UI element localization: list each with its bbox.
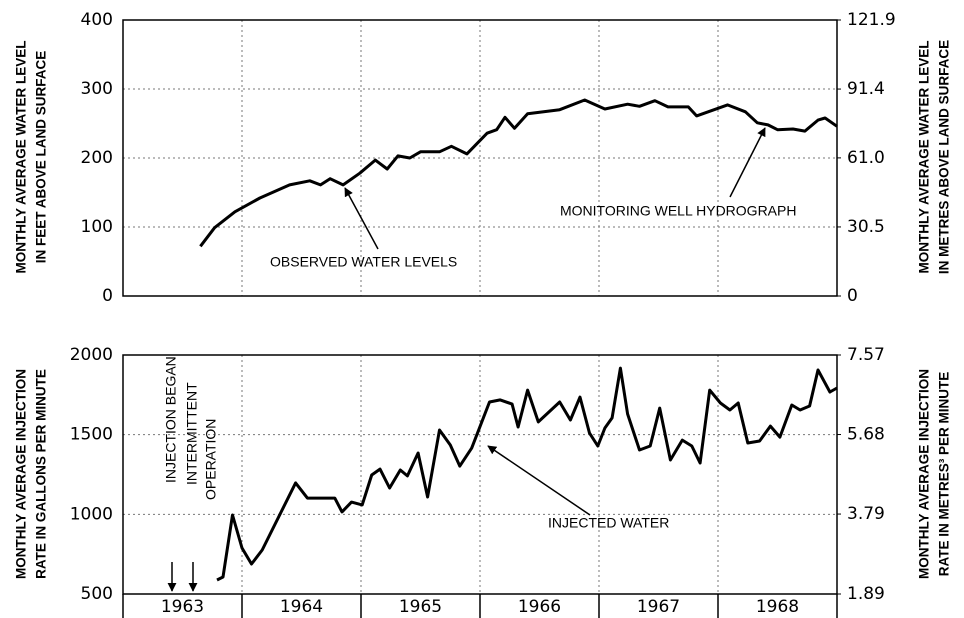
y-tick-label: 1000	[70, 504, 113, 524]
annotation: MONITORING WELL HYDROGRAPH	[560, 203, 796, 219]
y2-tick-label: 7.57	[847, 345, 885, 365]
y-tick-label: 300	[81, 79, 113, 99]
data-line	[216, 366, 838, 582]
y-tick-label: 0	[102, 286, 113, 306]
y2-axis-title: IN METRES ABOVE LAND SURFACE	[937, 40, 952, 274]
y-axis-title: RATE IN GALLONS PER MINUTE	[34, 369, 49, 579]
annotation: OPERATION	[203, 419, 219, 500]
y-tick-label: 1500	[70, 425, 113, 445]
y-tick-label: 200	[81, 148, 113, 168]
y-axis-title: MONTHLY AVERAGE INJECTION	[14, 369, 29, 579]
annotation: OBSERVED WATER LEVELS	[270, 254, 457, 270]
annotation: INJECTION BEGAN	[163, 356, 179, 483]
y2-tick-label: 0	[847, 286, 858, 306]
annotation-arrow	[344, 187, 379, 250]
y2-tick-label: 5.68	[847, 425, 885, 445]
y2-tick-label: 121.9	[847, 10, 896, 30]
y2-axis-title: MONTHLY AVERAGE INJECTION	[917, 369, 932, 579]
annotation-arrow	[729, 127, 766, 198]
y-axis-title: MONTHLY AVERAGE WATER LEVEL	[14, 40, 29, 273]
y-tick-label: 400	[81, 10, 113, 30]
y2-tick-label: 91.4	[847, 79, 885, 99]
y2-axis-title: MONTHLY AVERAGE WATER LEVEL	[917, 40, 932, 273]
x-category-label: 1968	[756, 597, 799, 617]
x-category-label: 1967	[637, 597, 680, 617]
y2-axis-title: RATE IN METRES³ PER MINUTE	[937, 372, 952, 577]
x-category-label: 1965	[399, 597, 442, 617]
annotation: INJECTED WATER	[548, 515, 669, 531]
y-tick-label: 500	[81, 584, 113, 604]
data-line	[199, 98, 838, 248]
x-category-label: 1966	[518, 597, 561, 617]
y-tick-label: 2000	[70, 345, 113, 365]
y2-tick-label: 1.89	[847, 584, 885, 604]
x-category-label: 1964	[280, 597, 323, 617]
x-category-label: 1963	[161, 597, 204, 617]
annotation: INTERMITTENT	[184, 382, 200, 485]
y2-tick-label: 30.5	[847, 217, 885, 237]
y-axis-title: IN FEET ABOVE LAND SURFACE	[34, 51, 49, 264]
annotation-arrow	[487, 445, 591, 516]
y-tick-label: 100	[81, 217, 113, 237]
y2-tick-label: 61.0	[847, 148, 885, 168]
y2-tick-label: 3.79	[847, 504, 885, 524]
